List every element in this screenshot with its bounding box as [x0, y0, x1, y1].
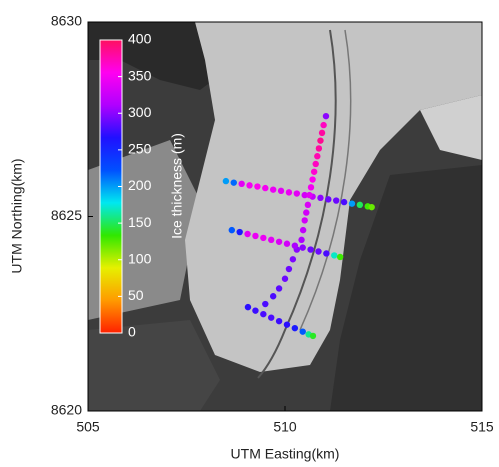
colorbar-tick-label: 0	[128, 324, 136, 340]
data-point	[300, 227, 306, 233]
data-point	[314, 153, 320, 159]
y-tick-label: 8630	[51, 13, 82, 29]
data-point	[252, 233, 258, 239]
data-point	[229, 227, 235, 233]
data-point	[333, 197, 339, 203]
data-point	[238, 181, 244, 187]
data-point	[307, 246, 313, 252]
data-point	[286, 189, 292, 195]
data-point	[313, 161, 319, 167]
data-point	[357, 202, 363, 208]
data-point	[300, 328, 306, 334]
data-point	[311, 169, 317, 175]
data-point	[262, 301, 268, 307]
data-point	[284, 241, 290, 247]
data-point	[278, 188, 284, 194]
x-tick-label: 510	[273, 419, 297, 435]
data-point	[282, 276, 288, 282]
data-point	[319, 130, 325, 136]
data-point	[323, 250, 329, 256]
data-point	[310, 333, 316, 339]
data-point	[323, 113, 329, 119]
data-point	[368, 204, 374, 210]
data-point	[317, 195, 323, 201]
data-point	[270, 186, 276, 192]
data-point	[341, 199, 347, 205]
colorbar-tick-label: 250	[128, 141, 152, 157]
data-point	[302, 217, 308, 223]
data-point	[349, 200, 355, 206]
data-point	[268, 237, 274, 243]
data-point	[290, 256, 296, 262]
chart: 0 50 100 150 200 250 300 350 400 UTM Easting(km)…	[0, 0, 499, 467]
colorbar-tick-label: 300	[128, 104, 152, 120]
data-point	[262, 185, 268, 191]
colorbar-tick-label: 100	[128, 250, 152, 266]
data-point	[270, 293, 276, 299]
colorbar-label: Ice thickness (m)	[169, 133, 185, 239]
data-point	[316, 145, 322, 151]
data-point	[246, 182, 252, 188]
x-tick-label: 505	[76, 419, 100, 435]
data-point	[286, 266, 292, 272]
data-point	[236, 229, 242, 235]
y-tick-label: 8625	[51, 207, 82, 223]
colorbar-tick-label: 50	[128, 287, 144, 303]
x-tick-label: 515	[470, 419, 494, 435]
colorbar-tick-label: 150	[128, 214, 152, 230]
data-point	[276, 239, 282, 245]
data-point	[337, 254, 343, 260]
colorbar-tick-label: 350	[128, 67, 152, 83]
colorbar-tick-label: 400	[128, 31, 152, 47]
data-point	[317, 137, 323, 143]
data-point	[298, 237, 304, 243]
data-point	[309, 176, 315, 182]
x-axis-label: UTM Easting(km)	[231, 446, 340, 462]
data-point	[320, 122, 326, 128]
data-point	[300, 244, 306, 250]
colorbar-tick-label: 200	[128, 177, 152, 193]
data-point	[305, 202, 311, 208]
data-point	[276, 318, 282, 324]
data-point	[306, 192, 312, 198]
y-axis-label: UTM Northing(km)	[9, 158, 25, 273]
data-point	[331, 252, 337, 258]
data-point	[276, 285, 282, 291]
data-point	[315, 248, 321, 254]
data-point	[254, 183, 260, 189]
data-point	[294, 190, 300, 196]
data-point	[260, 311, 266, 317]
data-point	[223, 178, 229, 184]
data-point	[303, 209, 309, 215]
data-point	[244, 231, 250, 237]
data-point	[245, 304, 251, 310]
y-tick-label: 8620	[51, 402, 82, 418]
data-point	[231, 179, 237, 185]
data-point	[284, 321, 290, 327]
data-point	[260, 235, 266, 241]
data-point	[268, 314, 274, 320]
data-point	[252, 307, 258, 313]
data-point	[292, 242, 298, 248]
data-point	[325, 196, 331, 202]
data-point	[292, 325, 298, 331]
data-point	[308, 184, 314, 190]
